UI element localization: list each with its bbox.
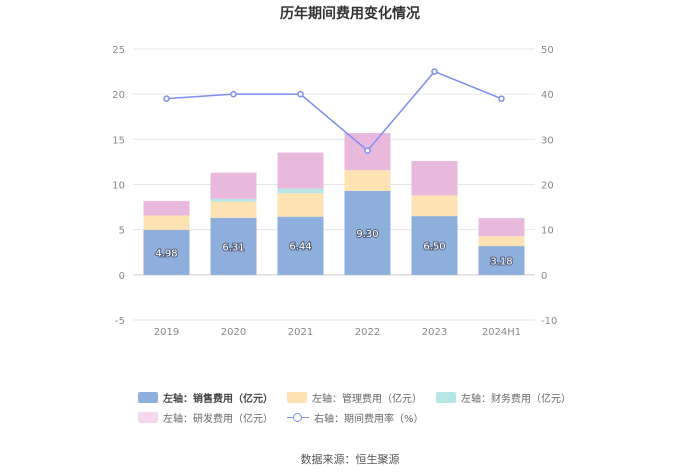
legend-swatch-finance bbox=[436, 391, 456, 403]
left-axis-tick: 15 bbox=[112, 135, 125, 146]
legend-label-admin: 左轴：管理费用（亿元） bbox=[312, 393, 422, 405]
legend-label-finance: 左轴：财务费用（亿元） bbox=[461, 393, 571, 405]
bar-value-label: 6.31 bbox=[222, 242, 244, 253]
ratio-line bbox=[166, 70, 502, 152]
bar-segment bbox=[277, 152, 324, 189]
x-axis-tick: 2021 bbox=[288, 327, 313, 338]
x-axis-tick: 2023 bbox=[422, 327, 447, 338]
x-axis-tick: 2020 bbox=[221, 327, 246, 338]
legend-swatch-sales bbox=[138, 391, 158, 403]
ratio-point bbox=[163, 95, 170, 102]
legend-label-rnd: 左轴：研发费用（亿元） bbox=[163, 413, 273, 425]
right-axis-tick: 0 bbox=[541, 271, 547, 282]
data-source: 数据来源：恒生聚源 bbox=[300, 453, 400, 466]
right-axis-tick: 20 bbox=[541, 181, 554, 192]
legend-swatch-admin bbox=[287, 391, 307, 403]
chart-title: 历年期间费用变化情况 bbox=[280, 6, 420, 22]
bar-value-label: 9.30 bbox=[356, 229, 378, 240]
bar-segment bbox=[411, 195, 458, 217]
ratio-point bbox=[297, 90, 304, 98]
legend-swatch-ratio bbox=[287, 412, 309, 423]
legend-item-admin[interactable]: 左轴：管理费用（亿元） bbox=[287, 390, 422, 405]
right-axis-tick: 30 bbox=[541, 135, 554, 146]
bar-segment bbox=[277, 216, 324, 275]
bar-value-label: 3.18 bbox=[490, 256, 512, 267]
legend-label-ratio: 右轴：期间费用率（%） bbox=[314, 413, 424, 425]
bar-segment bbox=[344, 190, 391, 275]
ratio-point bbox=[431, 68, 438, 75]
bar-segment bbox=[143, 200, 190, 216]
right-axis-tick: 50 bbox=[541, 45, 554, 56]
right-axis-tick: 40 bbox=[541, 90, 554, 101]
data-labels: 4.98 6.31 6.44 9.30 6.50 3.18 bbox=[154, 228, 513, 269]
legend-label-sales: 左轴：销售费用（亿元） bbox=[163, 393, 273, 405]
left-axis-tick: 5 bbox=[119, 226, 125, 237]
bar-segment bbox=[210, 172, 257, 199]
bar-segment bbox=[210, 198, 257, 202]
bar-segment bbox=[277, 188, 324, 194]
right-axis-tick: -10 bbox=[541, 316, 557, 327]
legend-swatch-rnd bbox=[138, 411, 158, 423]
legend: 左轴：销售费用（亿元） 左轴：管理费用（亿元） 左轴：财务费用（亿元） 左轴：研… bbox=[138, 387, 578, 427]
legend-item-ratio[interactable]: 右轴：期间费用率（%） bbox=[287, 410, 424, 425]
x-axis-tick: 2024H1 bbox=[482, 327, 521, 338]
bar-segment bbox=[143, 229, 190, 275]
bar-value-label: 6.50 bbox=[423, 241, 445, 252]
left-axis-tick: -5 bbox=[115, 316, 125, 327]
ratio-point bbox=[230, 90, 237, 98]
legend-item-rnd[interactable]: 左轴：研发费用（亿元） bbox=[138, 410, 273, 425]
x-axis-tick: 2019 bbox=[154, 327, 179, 338]
left-axis-tick: 20 bbox=[112, 90, 125, 101]
bar-value-label: 6.44 bbox=[289, 242, 311, 253]
ratio-point bbox=[364, 147, 371, 154]
bar-series bbox=[143, 133, 525, 275]
bar-segment bbox=[478, 236, 525, 247]
right-axis-tick: 10 bbox=[541, 226, 554, 237]
axis-labels: -5 0 5 10 15 20 25 -10 0 10 20 30 40 50 2019 2020 2021 20… bbox=[112, 45, 557, 338]
x-axis-tick: 2022 bbox=[355, 327, 380, 338]
bar-segment bbox=[210, 201, 257, 218]
bar-segment bbox=[143, 215, 190, 230]
bar-segment bbox=[478, 218, 525, 237]
bar-segment bbox=[411, 161, 458, 196]
legend-item-finance[interactable]: 左轴：财务费用（亿元） bbox=[436, 390, 571, 405]
bar-segment bbox=[478, 246, 525, 275]
left-axis-tick: 0 bbox=[119, 271, 125, 282]
ratio-point bbox=[498, 95, 505, 102]
legend-item-sales[interactable]: 左轴：销售费用（亿元） bbox=[138, 390, 273, 405]
bar-segment bbox=[411, 216, 458, 275]
chart-plot: 4.98 6.31 6.44 9.30 6.50 3.18 -5 0 5 10 15 20 25 -10… bbox=[112, 45, 557, 338]
bar-value-label: 4.98 bbox=[155, 248, 177, 259]
bar-segment bbox=[344, 170, 391, 191]
bar-segment bbox=[210, 217, 257, 275]
left-axis-tick: 25 bbox=[112, 45, 125, 56]
grid-lines bbox=[133, 48, 535, 321]
line-series bbox=[163, 68, 505, 154]
left-axis-tick: 10 bbox=[112, 181, 125, 192]
bar-segment bbox=[277, 193, 324, 217]
